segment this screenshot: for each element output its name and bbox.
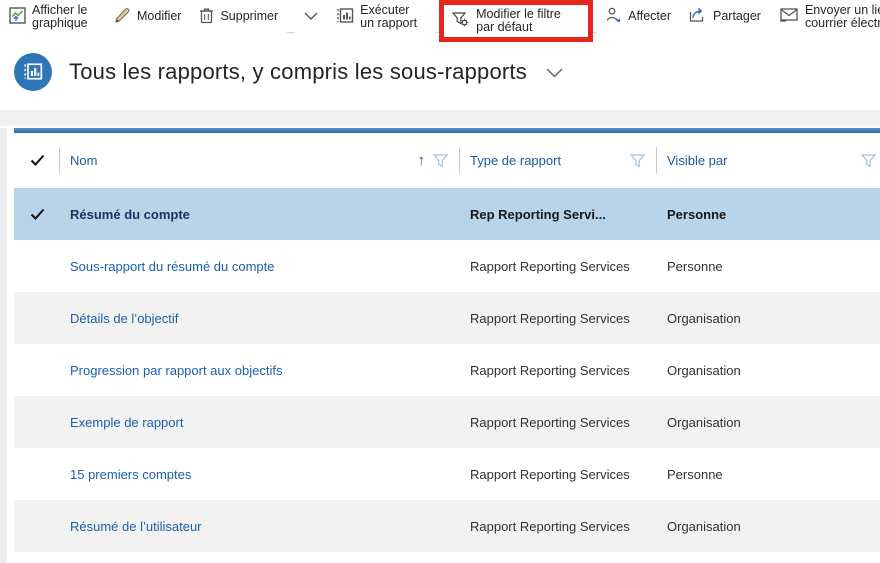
overflow-menu-button[interactable] xyxy=(295,0,328,33)
left-gutter xyxy=(0,128,7,563)
trash-icon xyxy=(199,7,214,27)
filter-funnel-icon[interactable] xyxy=(861,153,880,168)
report-name-link[interactable]: Exemple de rapport xyxy=(70,414,184,430)
edit-default-filter-button[interactable]: Modifier le filtre par défaut xyxy=(451,7,580,34)
edit-default-filter-label: Modifier le filtre par défaut xyxy=(476,7,561,34)
report-type-cell: Rapport Reporting Services xyxy=(470,518,630,534)
chevron-down-icon xyxy=(304,10,318,23)
table-row[interactable]: 15 premiers comptes Rapport Reporting Se… xyxy=(14,448,880,500)
report-name-cell: Résumé du compte xyxy=(60,207,460,222)
share-label: Partager xyxy=(713,9,761,23)
check-icon xyxy=(30,154,44,166)
report-name-link[interactable]: Sous-rapport du résumé du compte xyxy=(70,258,275,274)
report-type-cell: Rapport Reporting Services xyxy=(470,310,630,326)
row-checkbox[interactable] xyxy=(14,364,60,377)
report-name-cell: Progression par rapport aux objectifs xyxy=(60,363,460,378)
share-icon xyxy=(689,7,707,26)
table-row[interactable]: Sous-rapport du résumé du compte Rapport… xyxy=(14,240,880,292)
visible-by-cell: Organisation xyxy=(667,518,741,534)
filter-gear-icon xyxy=(451,11,470,31)
grid-accent-bar xyxy=(14,128,880,133)
column-header-visible[interactable]: Visible par xyxy=(657,133,880,188)
email-link-button[interactable]: Envoyer un lien par courrier électroniqu… xyxy=(769,0,880,33)
share-button[interactable]: Partager xyxy=(680,0,770,33)
view-header: Tous les rapports, y compris les sous-ra… xyxy=(0,33,880,110)
grid-body: Résumé du compte Rep Reporting Servi... … xyxy=(14,188,880,552)
table-row[interactable]: Exemple de rapport Rapport Reporting Ser… xyxy=(14,396,880,448)
delete-label: Supprimer xyxy=(220,9,279,23)
email-link-label: Envoyer un lien par courrier électroniqu… xyxy=(804,2,880,30)
assign-button[interactable]: Affecter xyxy=(597,0,680,33)
show-chart-button[interactable]: Afficher le graphique xyxy=(0,0,105,33)
report-icon xyxy=(336,7,354,27)
report-type-cell: Rapport Reporting Services xyxy=(470,466,630,482)
visible-by-cell: Personne xyxy=(667,206,727,222)
grid-area: Nom ↑ Type de rapport Visible par xyxy=(0,128,880,563)
pencil-icon xyxy=(114,7,131,27)
column-header-type[interactable]: Type de rapport xyxy=(460,133,657,188)
visible-by-cell: Organisation xyxy=(667,414,741,430)
visible-by-cell: Personne xyxy=(667,258,723,274)
report-type-cell: Rep Reporting Servi... xyxy=(470,206,606,222)
report-type-cell: Rapport Reporting Services xyxy=(470,414,630,430)
column-header-name[interactable]: Nom ↑ xyxy=(60,133,460,188)
visible-by-cell: Personne xyxy=(667,466,723,482)
column-label: Nom xyxy=(70,153,98,168)
report-name-cell: 15 premiers comptes xyxy=(60,467,460,482)
table-row[interactable]: Progression par rapport aux objectifs Ra… xyxy=(14,344,880,396)
sort-ascending-icon: ↑ xyxy=(417,152,426,169)
row-checkbox[interactable] xyxy=(14,520,60,533)
assign-label: Affecter xyxy=(628,9,671,23)
row-checkbox[interactable] xyxy=(14,208,60,221)
run-report-button[interactable]: Exécuter un rapport xyxy=(327,0,436,33)
row-checkbox[interactable] xyxy=(14,312,60,325)
column-label: Visible par xyxy=(667,153,728,168)
section-separator xyxy=(0,110,880,126)
edit-button[interactable]: Modifier xyxy=(105,0,191,33)
report-name-cell: Exemple de rapport xyxy=(60,415,460,430)
report-view-icon xyxy=(14,52,52,91)
filter-funnel-icon[interactable] xyxy=(630,153,657,168)
reports-grid: Nom ↑ Type de rapport Visible par xyxy=(14,128,880,552)
report-name-cell: Sous-rapport du résumé du compte xyxy=(60,259,460,274)
visible-by-cell: Organisation xyxy=(667,310,741,326)
show-chart-label: Afficher le graphique xyxy=(32,2,88,30)
select-all-checkbox[interactable] xyxy=(14,133,60,188)
report-name-link[interactable]: Détails de l’objectif xyxy=(70,310,179,326)
table-row[interactable]: Résumé du compte Rep Reporting Servi... … xyxy=(14,188,880,240)
assign-person-icon xyxy=(606,7,622,26)
report-type-cell: Rapport Reporting Services xyxy=(470,258,630,274)
filter-funnel-icon[interactable] xyxy=(433,153,460,168)
row-checkbox[interactable] xyxy=(14,260,60,273)
table-row[interactable]: Détails de l’objectif Rapport Reporting … xyxy=(14,292,880,344)
edit-default-filter-highlight-box: Modifier le filtre par défaut xyxy=(439,0,594,42)
envelope-icon xyxy=(779,7,799,26)
check-icon xyxy=(30,208,44,220)
report-name-link[interactable]: Résumé du compte xyxy=(70,206,190,222)
chart-icon xyxy=(9,6,26,27)
report-name-cell: Détails de l’objectif xyxy=(60,311,460,326)
row-checkbox[interactable] xyxy=(14,468,60,481)
grid-header-row: Nom ↑ Type de rapport Visible par xyxy=(14,133,880,188)
report-name-link[interactable]: 15 premiers comptes xyxy=(70,466,192,482)
report-name-link[interactable]: Résumé de l’utilisateur xyxy=(70,518,202,534)
edit-label: Modifier xyxy=(137,9,182,23)
command-toolbar: Afficher le graphique Modifier Supprimer… xyxy=(0,0,880,42)
delete-button[interactable]: Supprimer xyxy=(190,0,288,33)
run-report-label: Exécuter un rapport xyxy=(360,2,418,30)
report-name-link[interactable]: Progression par rapport aux objectifs xyxy=(70,362,283,378)
column-label: Type de rapport xyxy=(470,153,562,168)
visible-by-cell: Organisation xyxy=(667,362,741,378)
table-row[interactable]: Résumé de l’utilisateur Rapport Reportin… xyxy=(14,500,880,552)
view-title: Tous les rapports, y compris les sous-ra… xyxy=(69,58,527,84)
report-type-cell: Rapport Reporting Services xyxy=(470,362,630,378)
report-name-cell: Résumé de l’utilisateur xyxy=(60,519,460,534)
row-checkbox[interactable] xyxy=(14,416,60,429)
view-selector-chevron[interactable] xyxy=(546,65,563,83)
